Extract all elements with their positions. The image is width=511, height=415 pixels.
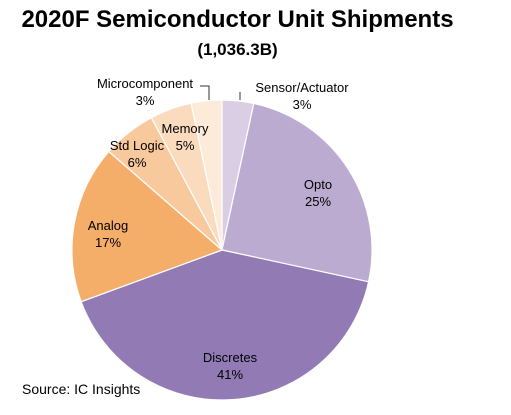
pie-slice-opto: [221, 102, 373, 283]
slice-label: Sensor/Actuator: [255, 80, 349, 95]
slice-value-label: 3%: [136, 93, 155, 108]
slice-value-label: 6%: [128, 155, 147, 170]
slice-label: Memory: [162, 121, 209, 136]
slice-label: Analog: [88, 218, 128, 233]
slice-value-label: 25%: [305, 194, 331, 209]
slice-value-label: 5%: [176, 138, 195, 153]
pie-slice-microcomponent: [190, 99, 223, 251]
slice-label: Std Logic: [110, 138, 165, 153]
pie-slice-discretes: [80, 249, 370, 401]
slice-value-label: 41%: [217, 367, 243, 382]
chart-title: 2020F Semiconductor Unit Shipments: [21, 6, 454, 33]
pie-slice-analog: [71, 150, 224, 303]
slice-label: Opto: [304, 177, 332, 192]
slice-label: Microcomponent: [97, 76, 193, 91]
source-note: Source: IC Insights: [22, 381, 141, 397]
slice-value-label: 17%: [95, 235, 121, 250]
leader-line: [200, 85, 210, 100]
slice-value-label: 3%: [293, 97, 312, 112]
chart-subtitle: (1,036.3B): [197, 40, 278, 59]
slice-label: Discretes: [203, 350, 258, 365]
